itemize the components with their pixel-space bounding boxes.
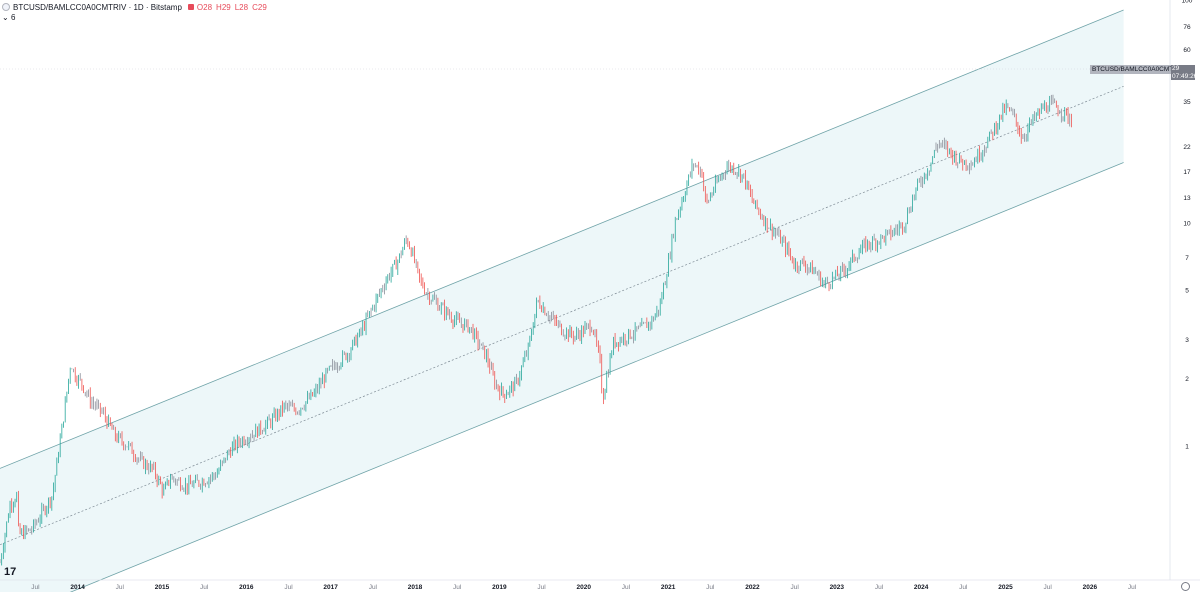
x-tick-label: 2025 xyxy=(998,584,1013,591)
x-tick-label: Jul xyxy=(875,584,884,591)
series-price-label: BTCUSD/BAMLCC0A0CMTRIV xyxy=(1090,65,1187,74)
channel-lower-line xyxy=(69,162,1124,592)
channel-layer xyxy=(0,9,1124,592)
x-axis-ticks: Jul 2014 Jul 2015 Jul 2016 Jul 2017 Jul 2018 Jul 20… xyxy=(31,584,1136,591)
x-tick-label: Jul xyxy=(200,584,209,591)
x-tick-label: Jul xyxy=(284,584,293,591)
x-tick-label: 2021 xyxy=(661,584,676,591)
x-tick-label: Jul xyxy=(959,584,968,591)
x-tick-label: Jul xyxy=(1128,584,1137,591)
symbol-title[interactable]: BTCUSD/BAMLCC0A0CMTRIV · 1D · Bitstamp xyxy=(13,2,182,12)
indicators-count: 6 xyxy=(10,13,16,22)
channel-band xyxy=(0,9,1124,592)
y-tick-label: 7 xyxy=(1185,255,1189,262)
x-tick-label: Jul xyxy=(453,584,462,591)
ohlc-close: C29 xyxy=(252,2,267,12)
y-tick-label: 22 xyxy=(1183,144,1191,151)
x-tick-label: Jul xyxy=(622,584,631,591)
y-tick-label: 13 xyxy=(1183,195,1191,202)
y-tick-label: 3 xyxy=(1185,337,1189,344)
x-tick-label: 2017 xyxy=(323,584,338,591)
y-tick-label: 1 xyxy=(1185,443,1189,450)
x-tick-label: Jul xyxy=(790,584,799,591)
chart-header: BTCUSD/BAMLCC0A0CMTRIV · 1D · Bitstamp O… xyxy=(0,0,271,14)
y-tick-label: 17 xyxy=(1183,169,1191,176)
x-tick-label: 2026 xyxy=(1083,584,1098,591)
x-tick-label: 2016 xyxy=(239,584,254,591)
ohlc-low: L28 xyxy=(234,2,249,12)
tradingview-logo-icon[interactable]: 17 xyxy=(4,566,17,578)
channel-upper-line xyxy=(0,9,1124,469)
x-tick-label: Jul xyxy=(537,584,546,591)
ohlc-high: H29 xyxy=(216,2,231,12)
x-tick-label: Jul xyxy=(1044,584,1053,591)
x-tick-label: 2014 xyxy=(70,584,85,591)
x-tick-label: Jul xyxy=(31,584,40,591)
indicators-toggle[interactable]: ⌄ 6 xyxy=(2,13,16,22)
y-tick-label: 10 xyxy=(1183,220,1191,227)
y-tick-label: 5 xyxy=(1185,288,1189,295)
bar-countdown: 07:49:26 xyxy=(1172,72,1198,80)
x-tick-label: Jul xyxy=(706,584,715,591)
x-tick-label: Jul xyxy=(369,584,378,591)
market-status-icon xyxy=(187,4,194,10)
last-price-value: 29 xyxy=(1172,65,1180,72)
y-tick-label: 60 xyxy=(1183,47,1191,54)
settings-gear-icon[interactable] xyxy=(1181,582,1190,591)
x-tick-label: 2024 xyxy=(914,584,929,591)
last-price-box: 29 07:49:26 xyxy=(1171,65,1198,80)
x-tick-label: 2015 xyxy=(155,584,170,591)
y-tick-label: 100 xyxy=(1182,0,1193,5)
x-tick-label: 2023 xyxy=(830,584,845,591)
x-tick-label: 2022 xyxy=(745,584,760,591)
y-tick-label: 76 xyxy=(1183,24,1191,31)
symbol-logo-icon[interactable] xyxy=(2,3,10,11)
x-tick-label: 2019 xyxy=(492,584,507,591)
y-tick-label: 2 xyxy=(1185,376,1189,383)
x-tick-label: 2020 xyxy=(577,584,592,591)
y-tick-label: 35 xyxy=(1183,99,1191,106)
ohlc-open: O28 xyxy=(196,2,213,12)
candles-layer xyxy=(0,94,1072,566)
x-tick-label: Jul xyxy=(116,584,125,591)
x-tick-label: 2018 xyxy=(408,584,423,591)
